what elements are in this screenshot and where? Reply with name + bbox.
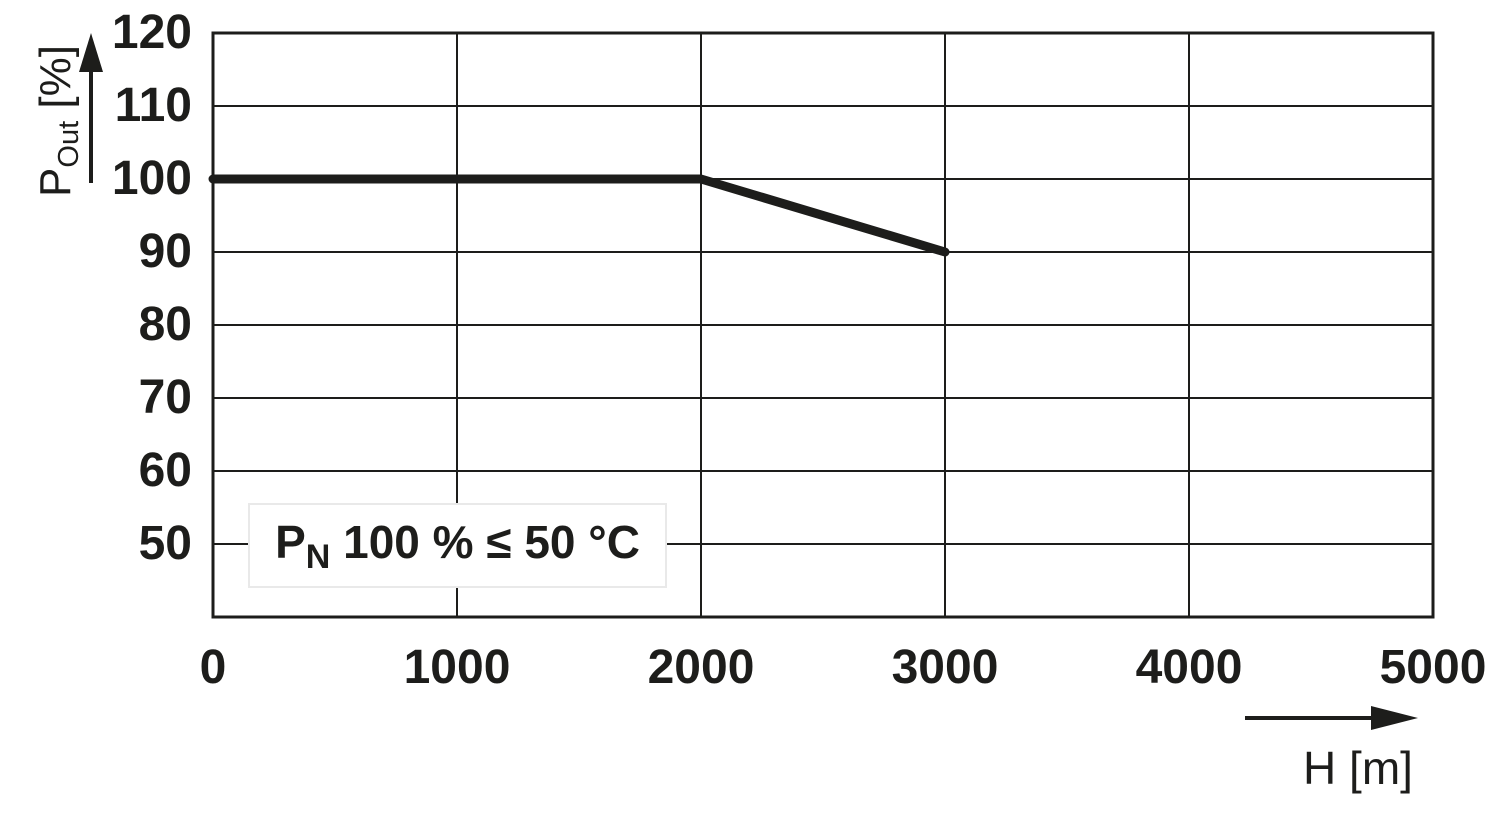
x-tick-label: 4000 — [1135, 641, 1243, 694]
y-tick-label: 80 — [138, 298, 192, 351]
annotation-text: PN 100 % ≤ 50 °C — [275, 515, 640, 576]
x-tick-label: 1000 — [403, 641, 511, 694]
data-line — [208, 174, 950, 257]
y-tick-label: 120 — [111, 6, 192, 59]
x-axis-arrow-right-icon — [1245, 706, 1418, 730]
y-tick-label: 50 — [138, 517, 192, 570]
y-tick-label: 110 — [114, 79, 192, 132]
annotation-box: PN 100 % ≤ 50 °C — [248, 503, 667, 588]
x-tick-label: 5000 — [1379, 641, 1487, 694]
y-tick-label: 90 — [138, 225, 192, 278]
plot-border — [211, 31, 1435, 619]
y-tick-label: 70 — [138, 371, 192, 424]
y-tick-label: 100 — [111, 152, 192, 205]
y-tick-label: 60 — [138, 444, 192, 497]
x-axis-title: H [m] — [1303, 742, 1413, 794]
x-tick-label: 2000 — [647, 641, 755, 694]
x-tick-label: 3000 — [891, 641, 999, 694]
y-axis-arrow-up-icon — [79, 33, 103, 183]
x-tick-label: 0 — [199, 641, 227, 694]
